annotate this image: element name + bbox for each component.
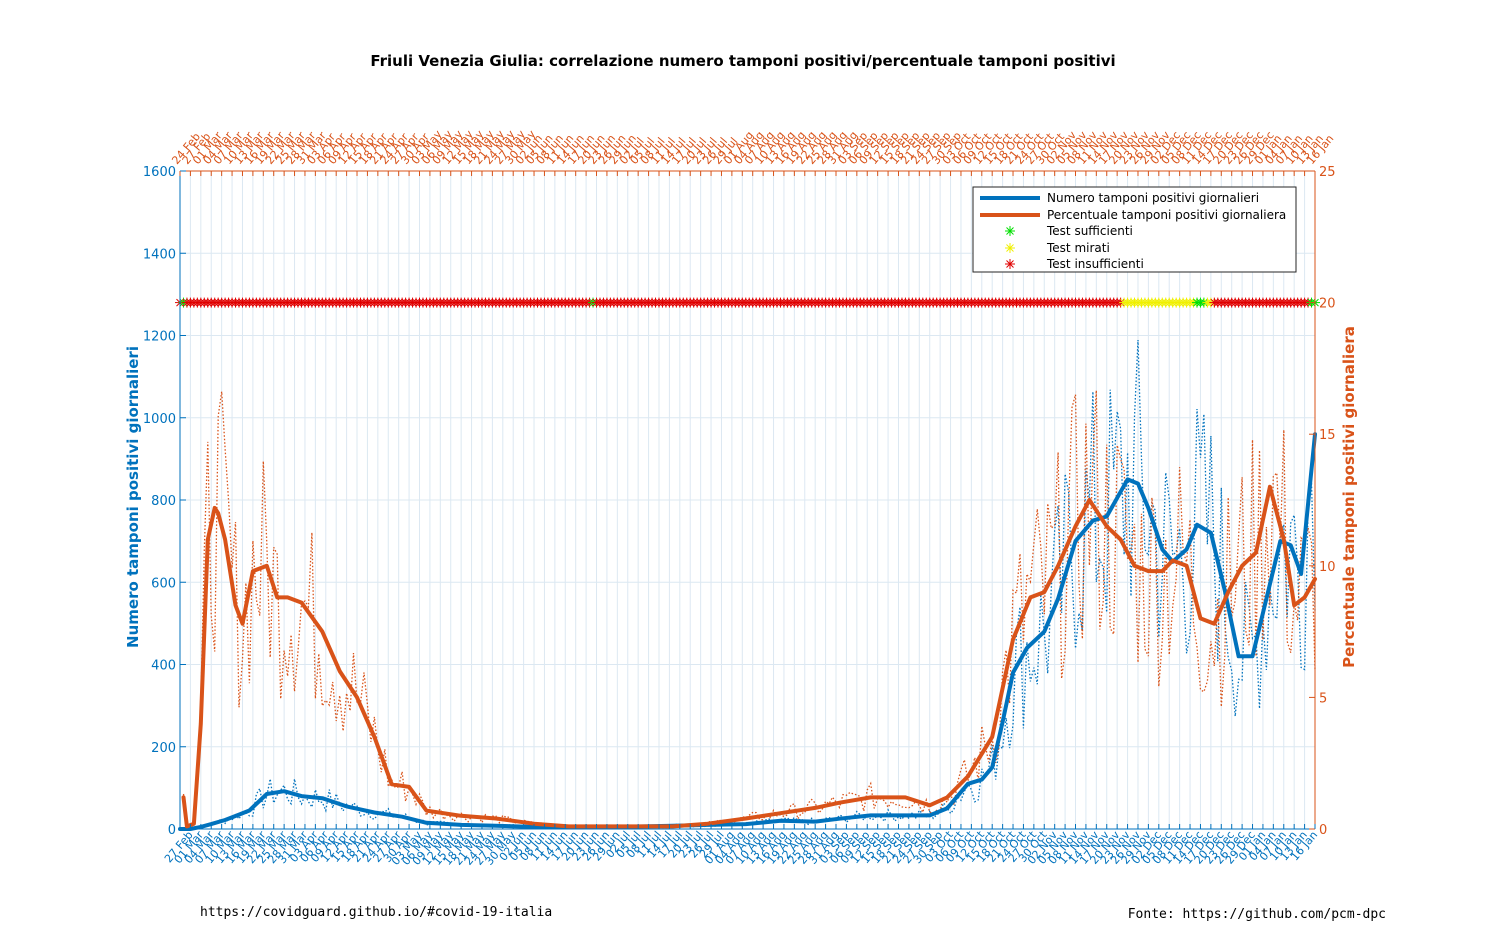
chart-title: Friuli Venezia Giulia: correlazione nume…	[370, 52, 1115, 70]
y-tick-label-left: 1000	[143, 412, 176, 427]
y-tick-label-left: 1400	[143, 247, 176, 262]
legend-star-glyph	[1005, 243, 1015, 253]
legend-star-sufficienti	[1005, 226, 1015, 236]
legend-star-glyph	[1005, 259, 1015, 269]
y-tick-label-left: 600	[151, 576, 176, 591]
y-tick-label-right: 25	[1319, 165, 1336, 180]
raw-series-positivi	[180, 339, 1316, 830]
y-tick-label-right: 20	[1319, 297, 1336, 312]
legend: Numero tamponi positivi giornalieri Perc…	[972, 186, 1297, 273]
smoothed-series	[178, 432, 1317, 831]
legend-label-positivi: Numero tamponi positivi giornalieri	[1047, 191, 1259, 205]
test-markers	[175, 297, 1320, 308]
legend-label-insufficienti: Test insufficienti	[1046, 257, 1144, 271]
y-tick-label-right: 15	[1319, 428, 1336, 443]
legend-label-mirati: Test mirati	[1046, 241, 1110, 255]
y-axis-label-right: Percentuale tamponi positivi giornaliera	[1340, 326, 1358, 668]
series-line-positivi	[178, 432, 1317, 831]
legend-label-sufficienti: Test sufficienti	[1046, 224, 1133, 238]
y-tick-label-left: 1200	[143, 330, 176, 345]
y-tick-label-right: 5	[1319, 691, 1327, 706]
legend-label-percentuale: Percentuale tamponi positivi giornaliera	[1047, 208, 1286, 222]
y-axis-label-left: Numero tamponi positivi giornalieri	[124, 346, 142, 648]
legend-box	[972, 186, 1297, 273]
series-line-percentuale	[181, 484, 1317, 829]
raw-series-percentuale	[182, 390, 1316, 829]
grid	[180, 170, 1316, 830]
footer-left-url: https://covidguard.github.io/#covid-19-i…	[200, 905, 552, 920]
footer-right-source: Fonte: https://github.com/pcm-dpc	[1128, 907, 1386, 922]
legend-star-insufficienti	[1005, 259, 1015, 269]
legend-star-mirati	[1005, 243, 1015, 253]
daily-raw-dotted-series	[180, 339, 1316, 830]
y-tick-label-right: 0	[1319, 823, 1327, 838]
y-tick-label-left: 200	[151, 741, 176, 756]
y-tick-label-left: 400	[151, 659, 176, 674]
y-tick-label-left: 800	[151, 494, 176, 509]
axes	[179, 170, 1316, 830]
y-tick-label-left: 0	[168, 823, 176, 838]
y-tick-label-left: 1600	[143, 165, 176, 180]
tick-labels: 0200400600800100012001400160005101520252…	[143, 127, 1337, 867]
legend-star-glyph	[1005, 226, 1015, 236]
y-tick-label-right: 10	[1319, 560, 1336, 575]
